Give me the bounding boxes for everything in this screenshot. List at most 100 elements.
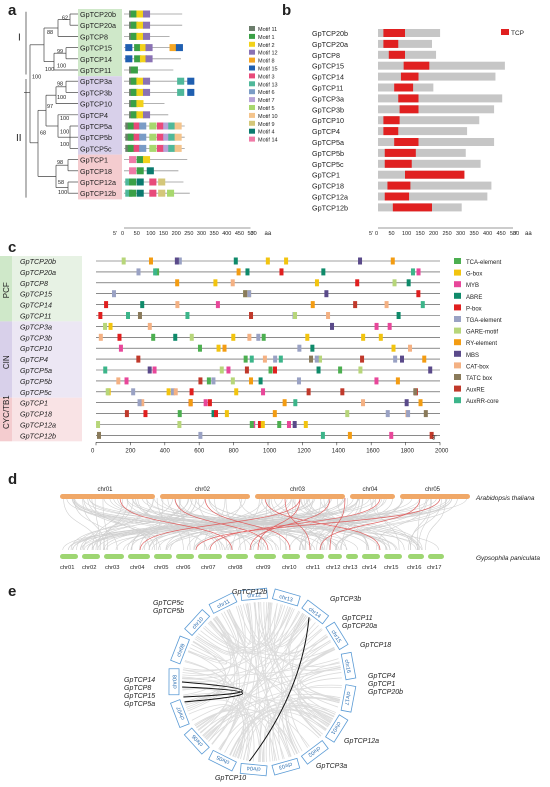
chromosome-box: [208, 592, 238, 614]
cis-element: [385, 410, 390, 418]
cis-element: [392, 279, 397, 287]
chromosome-box: [340, 684, 357, 713]
synteny-link: [316, 497, 348, 551]
legend-swatch: [249, 73, 255, 79]
cis-element: [396, 312, 401, 319]
motif-block: [142, 88, 151, 96]
cis-element: [387, 322, 392, 330]
legend-label: TCP: [511, 30, 524, 37]
motif-block: [129, 189, 137, 197]
cis-element: [215, 301, 220, 309]
chromosome-label: chr12: [247, 592, 261, 599]
axis-tick-label: 100: [146, 231, 155, 237]
protein-bar: [378, 148, 466, 157]
cis-element: [261, 388, 266, 396]
legend-swatch: [454, 339, 461, 346]
gene-label: GpTCP5b: [153, 608, 184, 615]
gene-label: GpTCP5b: [80, 133, 112, 142]
synteny-link: [139, 497, 197, 551]
motif-block: [149, 122, 157, 130]
collinear-link: [188, 616, 235, 662]
cis-element: [408, 344, 413, 352]
cis-element: [198, 431, 203, 439]
motif-block: [133, 133, 141, 141]
legend-swatch: [249, 65, 255, 71]
synteny-link: [91, 497, 124, 551]
cis-element: [326, 312, 331, 319]
bootstrap-value: 100: [58, 190, 67, 196]
chromosome-segment: chr12: [240, 587, 268, 601]
cis-element: [198, 377, 203, 385]
chromosome-label-bottom: chr09: [256, 565, 271, 571]
cis-element: [256, 333, 261, 341]
cis-element: [361, 399, 366, 407]
cis-element: [340, 388, 345, 396]
collinear-link: [194, 708, 298, 755]
protein-bar: [378, 127, 468, 136]
gene-label: GpTCP5a: [20, 366, 52, 375]
chromosome-box: [170, 635, 190, 665]
chromosome-label: chr03: [278, 761, 293, 771]
chromosome-box: [301, 599, 330, 625]
tcp-domain: [383, 39, 399, 48]
chromosome-label: chr08: [172, 675, 178, 689]
cis-element: [104, 301, 109, 309]
motif-block: [130, 77, 138, 85]
axis-tick-label: 300: [197, 231, 206, 237]
synteny-link: [66, 497, 267, 551]
cis-element: [273, 355, 278, 363]
legend-swatch: [454, 362, 461, 369]
cis-element: [188, 399, 193, 407]
synteny-link: [289, 497, 393, 551]
cis-element: [213, 410, 218, 418]
collinear-link: [268, 602, 295, 645]
collinear-link: [209, 603, 252, 649]
synteny-link: [102, 497, 108, 551]
cis-element: [96, 421, 101, 428]
chromosome-bar-top: [350, 494, 395, 499]
gene-label: GpTCP4: [20, 355, 48, 364]
cis-element: [258, 377, 263, 385]
gene-label: GpTCP3a: [312, 94, 344, 103]
synteny-link: [151, 497, 420, 551]
tcp-domain: [387, 181, 411, 190]
gene-label: GpTCP10: [20, 344, 52, 353]
chromosome-label-bottom: chr08: [228, 565, 243, 571]
protein-bar: [378, 159, 481, 168]
motif-block: [125, 55, 133, 63]
motif-block: [142, 21, 151, 29]
cis-element: [243, 355, 248, 363]
axis-tick-label: 400: [222, 231, 231, 237]
synteny-link: [72, 497, 225, 551]
cis-element: [151, 333, 156, 341]
cis-element: [249, 377, 254, 385]
cis-element: [211, 377, 216, 385]
gene-label: GpTCP3b: [312, 105, 344, 114]
bootstrap-value: 98: [57, 160, 63, 166]
cis-element: [416, 268, 421, 276]
cis-element: [310, 344, 315, 352]
axis-tick-label: 500: [248, 231, 257, 237]
synteny-link: [299, 497, 358, 551]
bootstrap-value: 100: [60, 116, 69, 122]
cis-element: [378, 333, 383, 341]
cis-element: [231, 333, 236, 341]
gene-label: GpTCP18: [20, 410, 52, 419]
collinear-link: [212, 618, 327, 731]
synteny-link: [195, 497, 359, 551]
motif-block: [168, 144, 176, 152]
protein-bar: [378, 181, 492, 190]
synteny-link: [225, 497, 241, 551]
chromosome-label-bottom: chr02: [82, 565, 97, 571]
legend-swatch: [249, 57, 255, 63]
cis-element: [320, 431, 325, 439]
gene-label: GpTCP15: [312, 62, 344, 71]
motif-block: [168, 122, 176, 130]
cis-element: [360, 355, 365, 363]
collinear-link: [182, 669, 296, 756]
chromosome-box: [183, 727, 210, 755]
cis-element: [226, 366, 231, 374]
cis-element: [422, 355, 427, 363]
motif-block: [130, 88, 138, 96]
